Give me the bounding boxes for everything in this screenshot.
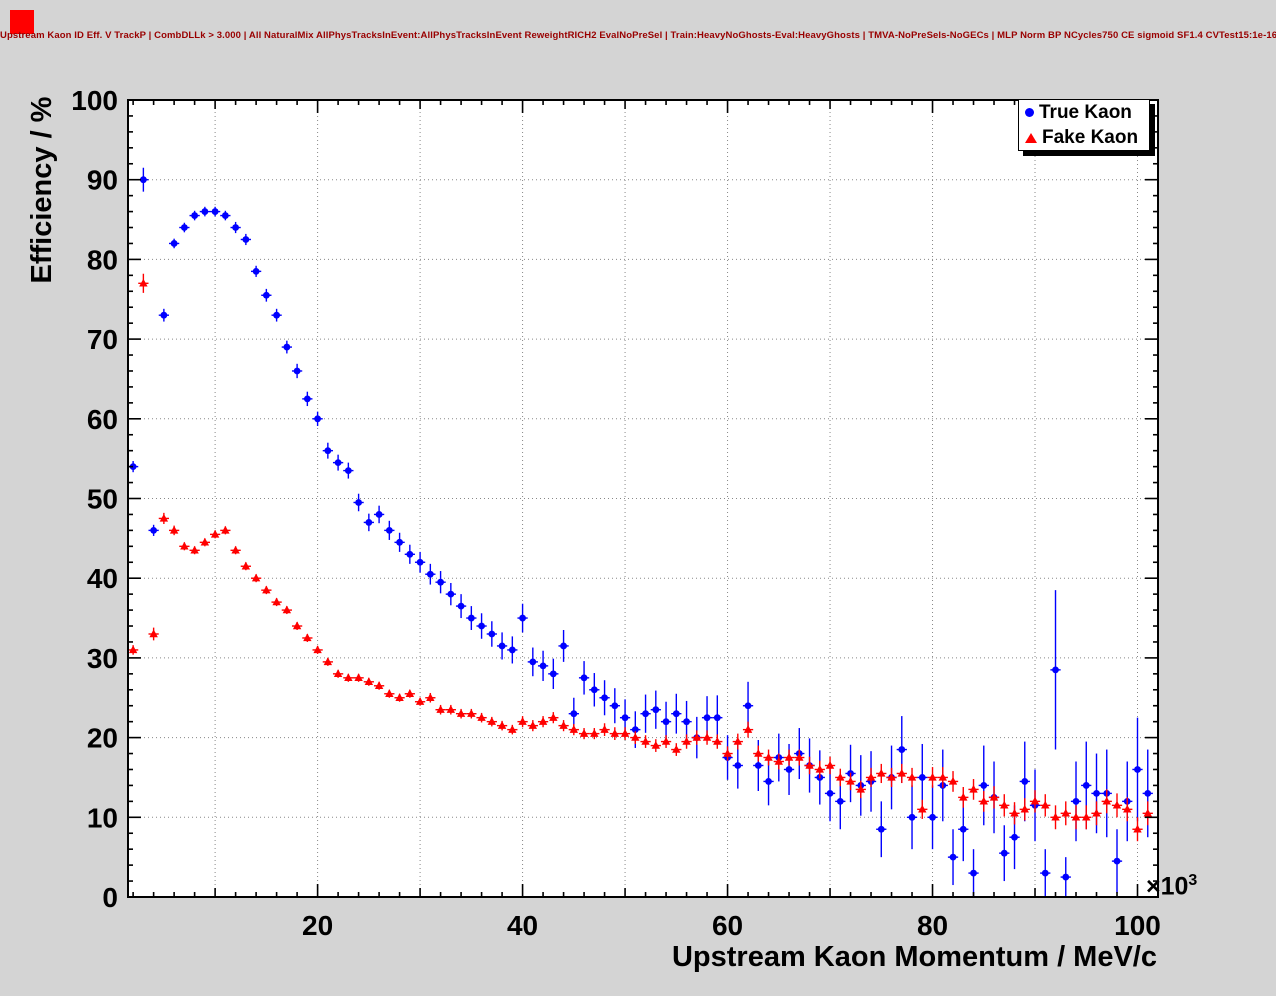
svg-text:20: 20 (302, 910, 333, 941)
x-axis-title: Upstream Kaon Momentum / MeV/c (671, 941, 1157, 973)
legend-entry-fake-kaon: Fake Kaon (1019, 125, 1149, 150)
svg-text:80: 80 (917, 910, 948, 941)
svg-text:100: 100 (71, 85, 118, 116)
legend-label-true-kaon: True Kaon (1039, 102, 1132, 123)
svg-text:70: 70 (87, 324, 118, 355)
y-axis-title: Efficiency / % (26, 96, 58, 284)
x-tick-labels: 20 40 60 80 100 (302, 910, 1161, 941)
axis-ticks (128, 100, 1158, 897)
y-tick-labels: 0 10 20 30 40 50 60 70 80 90 100 (71, 85, 118, 913)
legend-label-fake-kaon: Fake Kaon (1042, 127, 1139, 148)
true-kaon-circle-marker-icon (1025, 108, 1034, 117)
legend-entry-true-kaon: True Kaon (1019, 100, 1149, 125)
svg-text:50: 50 (87, 484, 118, 515)
fake-kaon-triangle-marker-icon (1025, 132, 1037, 143)
series-fake-kaon (128, 273, 1153, 842)
svg-text:80: 80 (87, 244, 118, 275)
exponent-prefix: ×10 (1146, 872, 1189, 901)
legend: True Kaon Fake Kaon (1018, 99, 1150, 151)
plot-title: Upstream Kaon ID Eff. V TrackP | CombDLL… (0, 30, 1276, 41)
exponent-power: 3 (1188, 872, 1198, 889)
svg-text:90: 90 (87, 165, 118, 196)
plot-area (128, 100, 1158, 897)
svg-text:40: 40 (87, 563, 118, 594)
svg-text:30: 30 (87, 643, 118, 674)
x-axis-exponent: ×103 (1146, 872, 1197, 901)
svg-text:40: 40 (507, 910, 538, 941)
svg-text:100: 100 (1114, 910, 1161, 941)
svg-text:60: 60 (712, 910, 743, 941)
svg-text:0: 0 (102, 882, 118, 913)
svg-text:60: 60 (87, 404, 118, 435)
svg-text:10: 10 (87, 802, 118, 833)
canvas-corner-marker (10, 10, 34, 34)
svg-text:20: 20 (87, 723, 118, 754)
gridlines (128, 100, 1158, 897)
